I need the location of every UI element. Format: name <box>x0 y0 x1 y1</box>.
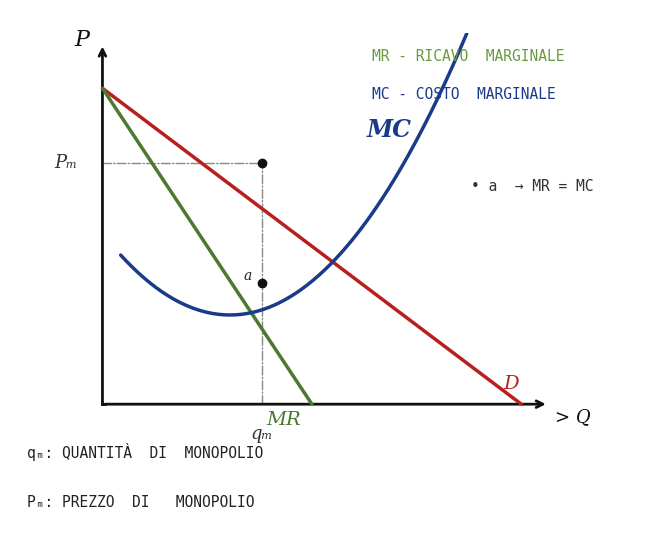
Text: > Q: > Q <box>556 408 591 426</box>
Text: qₘ: QUANTITÀ  DI  MONOPOLIO: qₘ: QUANTITÀ DI MONOPOLIO <box>27 443 263 461</box>
Text: P: P <box>74 29 90 51</box>
Text: D: D <box>503 375 519 393</box>
Text: MR - RICAVO  MARGINALE: MR - RICAVO MARGINALE <box>372 49 564 64</box>
Text: qₘ: qₘ <box>250 424 273 443</box>
Text: • a  → MR = MC: • a → MR = MC <box>471 179 594 194</box>
Text: MR: MR <box>266 411 301 429</box>
Text: MC - COSTO  MARGINALE: MC - COSTO MARGINALE <box>372 87 556 102</box>
Text: Pₘ: PREZZO  DI   MONOPOLIO: Pₘ: PREZZO DI MONOPOLIO <box>27 495 254 510</box>
Text: MC: MC <box>367 118 412 141</box>
Text: a: a <box>244 269 252 283</box>
Text: Pₘ: Pₘ <box>54 153 78 172</box>
